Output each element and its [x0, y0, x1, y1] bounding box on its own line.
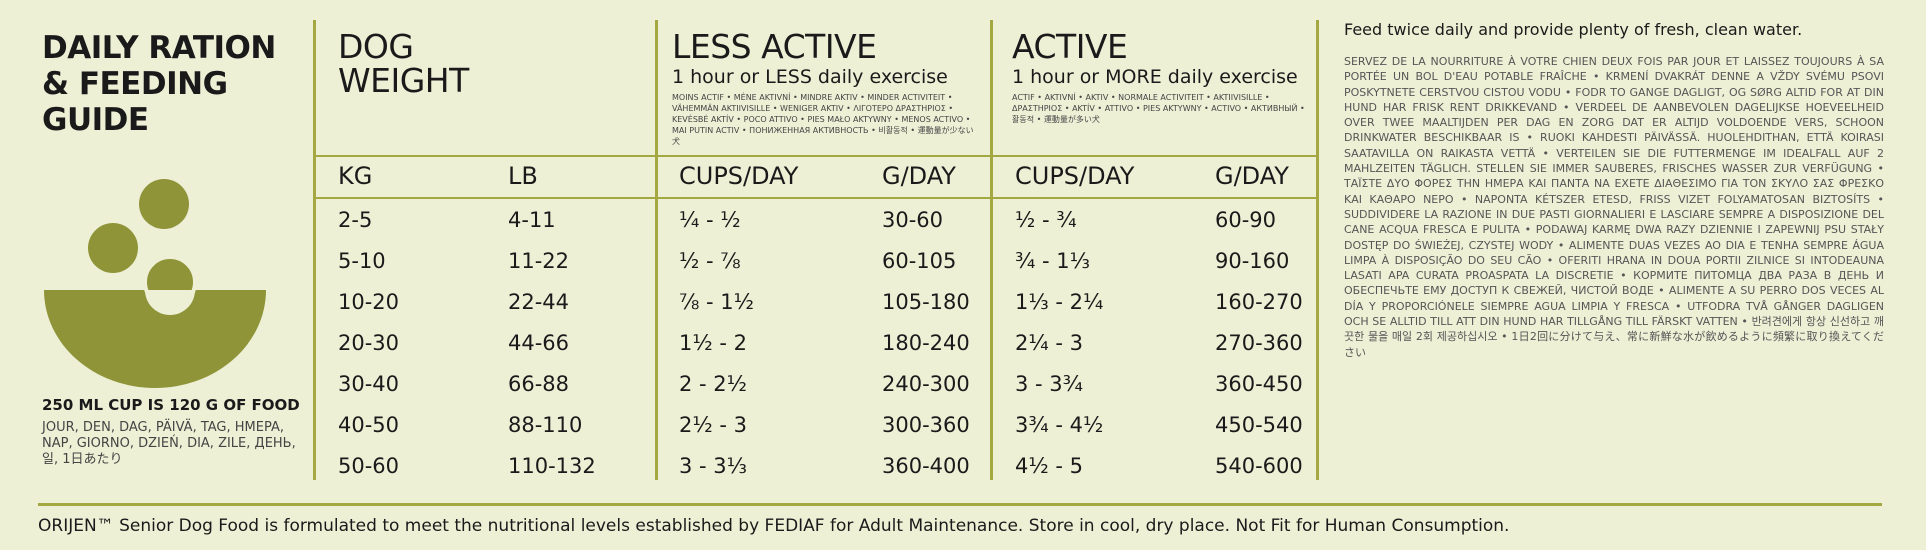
table-cell-less-cups: 2½ - 3 [679, 413, 748, 437]
column-kg: KG [338, 162, 373, 190]
table-cell-less-cups: 1½ - 2 [679, 331, 748, 355]
footer-rule [38, 503, 1882, 506]
divider [1316, 20, 1319, 480]
table-cell-active-cups: 4½ - 5 [1015, 454, 1084, 478]
table-cell-kg: 5-10 [338, 249, 386, 273]
cup-caption: 250 ML CUP IS 120 G OF FOOD [42, 396, 300, 414]
table-cell-active-g: 160-270 [1215, 290, 1303, 314]
footer-disclaimer: ORIJEN™ Senior Dog Food is formulated to… [38, 516, 1510, 536]
table-cell-less-cups: 2 - 2½ [679, 372, 748, 396]
table-cell-lb: 22-44 [508, 290, 570, 314]
divider [313, 20, 316, 480]
divider [990, 20, 993, 480]
table-cell-lb: 4-11 [508, 208, 556, 232]
active-header: ACTIVE 1 hour or MORE daily exercise ACT… [1012, 30, 1312, 125]
table-cell-active-cups: 1⅓ - 2¼ [1015, 290, 1104, 314]
table-cell-active-g: 60-90 [1215, 208, 1277, 232]
table-cell-lb: 66-88 [508, 372, 570, 396]
less-active-heading: LESS ACTIVE [672, 27, 877, 66]
table-cell-less-g: 30-60 [882, 208, 944, 232]
table-cell-active-g: 90-160 [1215, 249, 1290, 273]
column-lb: LB [508, 162, 538, 190]
active-subheading: 1 hour or MORE daily exercise [1012, 66, 1298, 88]
table-cell-kg: 20-30 [338, 331, 400, 355]
column-less-g: G/DAY [882, 162, 956, 190]
table-cell-kg: 30-40 [338, 372, 400, 396]
table-cell-less-g: 105-180 [882, 290, 970, 314]
less-active-multilingual: MOINS ACTIF • MÉNE AKTIVNÍ • MINDRE AKTI… [672, 93, 974, 146]
dog-weight-heading: DOG WEIGHT [338, 30, 638, 98]
active-multilingual: ACTIF • AKTIVNÍ • AKTIV • NORMALE ACTIVI… [1012, 93, 1305, 124]
table-cell-less-cups: ½ - ⅞ [679, 249, 741, 273]
column-head-rule [315, 197, 1316, 199]
table-cell-active-g: 270-360 [1215, 331, 1303, 355]
page-title: DAILY RATION & FEEDING GUIDE [42, 30, 276, 138]
food-bowl-icon [44, 179, 266, 388]
cup-multilingual: JOUR, DEN, DAG, PÄIVÄ, TAG, HMEPA, NAP, … [42, 420, 296, 467]
table-cell-kg: 40-50 [338, 413, 400, 437]
table-cell-active-g: 450-540 [1215, 413, 1303, 437]
table-cell-less-g: 180-240 [882, 331, 970, 355]
table-cell-kg: 10-20 [338, 290, 400, 314]
column-active-cups: CUPS/DAY [1015, 162, 1135, 190]
table-cell-less-g: 240-300 [882, 372, 970, 396]
table-cell-less-g: 60-105 [882, 249, 957, 273]
table-cell-lb: 11-22 [508, 249, 570, 273]
table-cell-kg: 50-60 [338, 454, 400, 478]
feeding-instruction: Feed twice daily and provide plenty of f… [1344, 20, 1803, 39]
table-cell-active-cups: 3 - 3¾ [1015, 372, 1084, 396]
table-cell-less-g: 360-400 [882, 454, 970, 478]
active-heading: ACTIVE [1012, 27, 1128, 66]
table-cell-active-g: 360-450 [1215, 372, 1303, 396]
table-cell-less-cups: ⅞ - 1½ [679, 290, 754, 314]
table-cell-lb: 88-110 [508, 413, 583, 437]
table-cell-active-g: 540-600 [1215, 454, 1303, 478]
table-cell-kg: 2-5 [338, 208, 373, 232]
table-cell-active-cups: 2¼ - 3 [1015, 331, 1084, 355]
table-cell-lb: 44-66 [508, 331, 570, 355]
header-rule [315, 155, 1316, 157]
table-cell-active-cups: ¾ - 1⅓ [1015, 249, 1090, 273]
feeding-instruction-multilingual: SERVEZ DE LA NOURRITURE À VOTRE CHIEN DE… [1344, 55, 1884, 359]
table-cell-active-cups: 3¾ - 4½ [1015, 413, 1104, 437]
dog-weight-heading-text: DOG WEIGHT [338, 27, 469, 100]
column-less-cups: CUPS/DAY [679, 162, 799, 190]
table-cell-less-cups: ¼ - ½ [679, 208, 741, 232]
table-cell-less-g: 300-360 [882, 413, 970, 437]
less-active-subheading: 1 hour or LESS daily exercise [672, 66, 948, 88]
table-cell-lb: 110-132 [508, 454, 596, 478]
column-active-g: G/DAY [1215, 162, 1289, 190]
divider [655, 20, 658, 480]
less-active-header: LESS ACTIVE 1 hour or LESS daily exercis… [672, 30, 977, 147]
table-cell-less-cups: 3 - 3⅓ [679, 454, 748, 478]
table-cell-active-cups: ½ - ¾ [1015, 208, 1077, 232]
